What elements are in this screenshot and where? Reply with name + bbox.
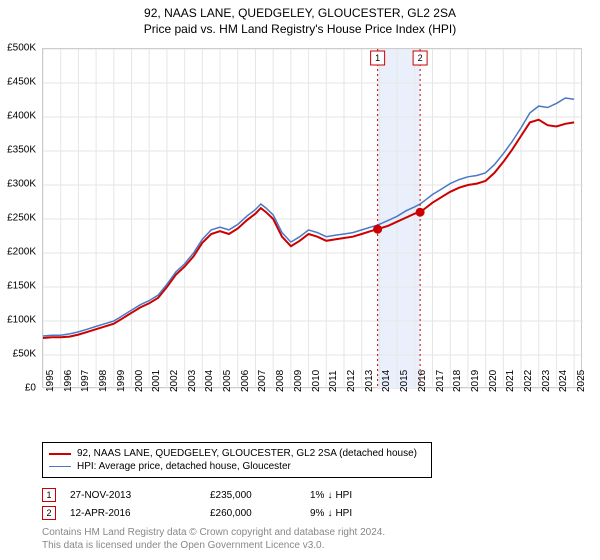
svg-text:1: 1 [375, 53, 380, 63]
y-tick-label: £400K [7, 111, 36, 122]
x-tick-label: 2008 [275, 370, 286, 392]
y-tick-label: £250K [7, 213, 36, 224]
sale-hpi-delta: 1%↓HPI [310, 490, 390, 501]
legend-swatch [49, 453, 71, 455]
x-tick-label: 2021 [505, 370, 516, 392]
x-tick-label: 1996 [63, 370, 74, 392]
arrow-down-icon: ↓ [327, 508, 332, 519]
sale-date: 27-NOV-2013 [70, 490, 210, 501]
x-tick-label: 2011 [328, 370, 339, 392]
chart-titles: 92, NAAS LANE, QUEDGELEY, GLOUCESTER, GL… [0, 0, 600, 36]
sales-table-row: 1 27-NOV-2013£235,0001%↓HPI [42, 486, 390, 504]
x-tick-label: 2013 [364, 370, 375, 392]
y-tick-label: £500K [7, 43, 36, 54]
arrow-down-icon: ↓ [327, 490, 332, 501]
x-tick-label: 2014 [381, 370, 392, 392]
y-tick-label: £0 [25, 383, 36, 394]
x-tick-label: 2002 [169, 370, 180, 392]
legend-label: HPI: Average price, detached house, Glou… [77, 461, 291, 472]
x-tick-label: 2000 [134, 370, 145, 392]
x-tick-label: 1995 [45, 370, 56, 392]
y-tick-label: £50K [13, 349, 36, 360]
y-tick-label: £300K [7, 179, 36, 190]
y-tick-label: £200K [7, 247, 36, 258]
x-tick-label: 2001 [151, 370, 162, 392]
footer-line-1: Contains HM Land Registry data © Crown c… [42, 526, 385, 539]
y-tick-label: £450K [7, 77, 36, 88]
legend-row: HPI: Average price, detached house, Glou… [49, 460, 425, 473]
x-tick-label: 1999 [116, 370, 127, 392]
x-tick-label: 2005 [222, 370, 233, 392]
x-tick-label: 2017 [435, 370, 446, 392]
sale-hpi-delta: 9%↓HPI [310, 508, 390, 519]
sale-marker-badge: 2 [42, 506, 56, 520]
chart-svg: 12 [43, 49, 583, 389]
chart-area: £0£50K£100K£150K£200K£250K£300K£350K£400… [42, 48, 582, 408]
legend-swatch [49, 466, 71, 467]
x-tick-label: 2010 [311, 370, 322, 392]
x-tick-label: 2012 [346, 370, 357, 392]
x-tick-label: 2006 [240, 370, 251, 392]
y-tick-label: £150K [7, 281, 36, 292]
x-tick-label: 2023 [541, 370, 552, 392]
footer-attribution: Contains HM Land Registry data © Crown c… [42, 526, 385, 552]
x-tick-label: 2024 [558, 370, 569, 392]
svg-text:2: 2 [418, 53, 423, 63]
x-tick-label: 2007 [257, 370, 268, 392]
x-tick-label: 2003 [187, 370, 198, 392]
title-line-2: Price paid vs. HM Land Registry's House … [0, 22, 600, 36]
x-tick-label: 2020 [488, 370, 499, 392]
footer-line-2: This data is licensed under the Open Gov… [42, 539, 385, 552]
x-tick-label: 2004 [204, 370, 215, 392]
legend-box: 92, NAAS LANE, QUEDGELEY, GLOUCESTER, GL… [42, 442, 432, 478]
y-tick-label: £350K [7, 145, 36, 156]
legend-row: 92, NAAS LANE, QUEDGELEY, GLOUCESTER, GL… [49, 447, 425, 460]
x-tick-label: 2025 [576, 370, 587, 392]
sale-date: 12-APR-2016 [70, 508, 210, 519]
x-tick-label: 2009 [293, 370, 304, 392]
sale-marker-badge: 1 [42, 488, 56, 502]
x-tick-label: 2022 [523, 370, 534, 392]
sales-table: 1 27-NOV-2013£235,0001%↓HPI 2 12-APR-2016£2… [42, 486, 390, 522]
sale-price: £260,000 [210, 508, 310, 519]
y-tick-label: £100K [7, 315, 36, 326]
x-tick-label: 2016 [417, 370, 428, 392]
x-tick-label: 2015 [399, 370, 410, 392]
sales-table-row: 2 12-APR-2016£260,0009%↓HPI [42, 504, 390, 522]
x-tick-label: 2018 [452, 370, 463, 392]
x-tick-label: 2019 [470, 370, 481, 392]
x-tick-label: 1998 [98, 370, 109, 392]
sale-price: £235,000 [210, 490, 310, 501]
plot-area: 12 [42, 48, 582, 388]
legend-label: 92, NAAS LANE, QUEDGELEY, GLOUCESTER, GL… [77, 448, 417, 459]
title-line-1: 92, NAAS LANE, QUEDGELEY, GLOUCESTER, GL… [0, 6, 600, 20]
x-tick-label: 1997 [80, 370, 91, 392]
